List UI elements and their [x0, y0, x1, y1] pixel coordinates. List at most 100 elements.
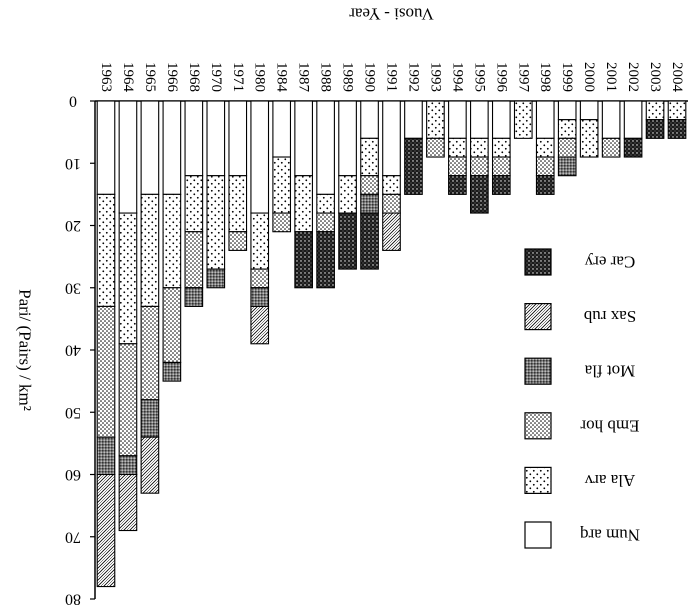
- x-tick-label: 1988: [318, 62, 334, 92]
- bar-segment: [470, 100, 489, 139]
- bar-segment: [228, 175, 248, 233]
- legend-swatch: [524, 303, 552, 331]
- bar-segment: [184, 100, 204, 177]
- x-tick-label: 1996: [493, 62, 509, 93]
- legend-label: Mot fla: [584, 362, 635, 381]
- bar-segment: [491, 100, 511, 139]
- y-tick-label: 80: [65, 591, 81, 608]
- legend-label: Car ery: [584, 253, 635, 272]
- bar-segment: [535, 100, 555, 139]
- bar-segment: [140, 193, 160, 307]
- bar-segment: [206, 175, 226, 270]
- bar-segment: [382, 100, 401, 177]
- bar-segment: [272, 212, 292, 233]
- bar-segment: [579, 119, 599, 158]
- bar-segment: [316, 212, 335, 233]
- legend-label: Emb hor: [580, 416, 639, 435]
- bar-segment: [140, 436, 160, 494]
- x-tick-label: 1994: [449, 62, 465, 93]
- bar-segment: [162, 287, 182, 363]
- bar-segment: [448, 175, 467, 195]
- bar-segment: [470, 175, 489, 214]
- bar-segment: [140, 100, 160, 195]
- bar-segment: [601, 100, 621, 139]
- y-tick-label: 20: [65, 217, 81, 234]
- x-tick-label: 1965: [142, 62, 158, 92]
- bar-segment: [667, 100, 687, 121]
- bar-segment: [404, 137, 423, 195]
- bar-segment: [316, 193, 335, 214]
- x-tick-label: 2001: [603, 62, 619, 92]
- bar-segment: [667, 119, 687, 139]
- bar-segment: [228, 100, 248, 177]
- bar-segment: [623, 137, 643, 158]
- y-tick-label: 50: [65, 404, 81, 421]
- bar-segment: [316, 231, 335, 289]
- y-tick-label: 70: [65, 528, 81, 545]
- bar-segment: [250, 268, 270, 289]
- x-tick-label: 1987: [296, 62, 312, 93]
- bar-segment: [382, 175, 401, 195]
- bar-segment: [294, 231, 313, 289]
- bar-segment: [579, 100, 599, 121]
- x-tick-label: 1980: [252, 62, 268, 92]
- bar-segment: [96, 473, 116, 588]
- bar-segment: [118, 100, 138, 214]
- legend-swatch: [524, 521, 552, 549]
- legend-swatch: [524, 248, 552, 276]
- x-tick-label: 1999: [559, 62, 575, 92]
- bar-segment: [294, 175, 313, 233]
- bar-segment: [140, 305, 160, 401]
- bar-segment: [184, 231, 204, 289]
- bar-segment: [206, 268, 226, 289]
- bar-segment: [470, 156, 489, 177]
- bar-segment: [360, 212, 379, 270]
- bar-segment: [184, 175, 204, 233]
- bar-segment: [338, 100, 357, 177]
- bar-segment: [338, 175, 357, 214]
- bar-segment: [645, 100, 665, 121]
- x-tick-label: 2003: [647, 62, 663, 92]
- legend-swatch: [524, 357, 552, 385]
- bars-layer: [96, 100, 687, 588]
- bar-segment: [557, 119, 577, 139]
- bar-segment: [140, 399, 160, 438]
- x-tick-label: 2000: [581, 62, 597, 92]
- legend-swatch: [524, 466, 552, 494]
- x-tick-label: 1995: [471, 62, 487, 92]
- y-tick-label: 40: [65, 342, 81, 359]
- bar-segment: [448, 156, 467, 177]
- bar-segment: [162, 361, 182, 382]
- bar-segment: [96, 193, 116, 307]
- x-tick-label: 1970: [208, 62, 224, 92]
- x-tick-label: 1997: [515, 62, 531, 93]
- y-tick-label: 0: [69, 93, 77, 110]
- legend-label: Sax rub: [584, 307, 636, 326]
- x-tick-labels: 1963 1964 1965 1966 1968 1970 1971 1980 1984 1987…: [98, 62, 685, 93]
- x-tick-label: 1971: [230, 62, 246, 92]
- x-tick-label: 1993: [427, 62, 443, 92]
- bar-segment: [96, 100, 116, 195]
- bar-segment: [272, 100, 292, 158]
- legend: Car ery Sax rub Mot fla Emb hor Ala arv Num a…: [524, 248, 640, 549]
- y-tick-label: 60: [65, 466, 81, 483]
- x-tick-label: 2004: [669, 62, 685, 93]
- bar-segment: [382, 193, 401, 214]
- bar-segment: [184, 287, 204, 307]
- x-tick-label: 1989: [340, 62, 356, 92]
- legend-swatch: [524, 412, 552, 440]
- bar-segment: [404, 100, 423, 139]
- x-tick-label: 1984: [274, 62, 290, 93]
- bar-segment: [272, 156, 292, 214]
- bar-segment: [360, 137, 379, 177]
- bar-segment: [118, 212, 138, 345]
- bar-segment: [206, 100, 226, 177]
- legend-label: Num arq: [580, 526, 640, 545]
- bar-segment: [535, 137, 555, 158]
- bar-segment: [513, 100, 533, 139]
- bar-segment: [250, 287, 270, 307]
- y-tick-label: 30: [65, 279, 81, 296]
- bar-segment: [250, 100, 270, 214]
- y-tick-labels: 0 10 20 30 40 50 60 70 80: [65, 93, 95, 608]
